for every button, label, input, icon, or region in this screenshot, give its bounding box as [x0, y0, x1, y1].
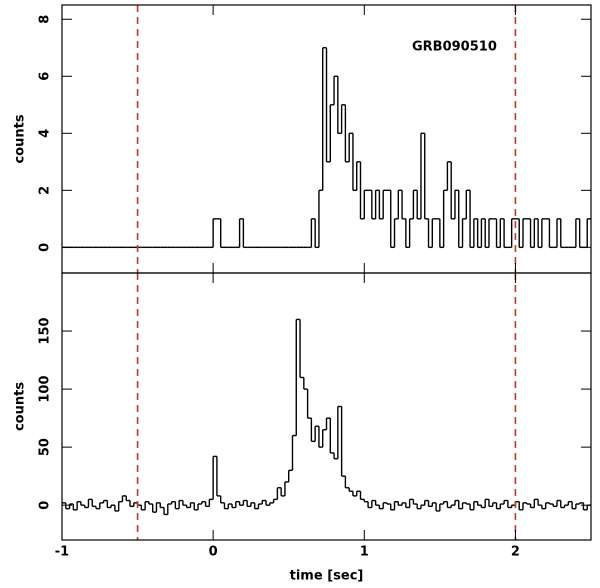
x-tick-label: 1	[360, 545, 369, 560]
x-tick-label: 0	[209, 545, 218, 560]
x-tick-label: 2	[511, 545, 520, 560]
y-tick-label: 50	[38, 438, 53, 456]
y-tick-label: 4	[38, 129, 53, 138]
x-axis-label: time [sec]	[290, 569, 364, 584]
y-tick-label: 100	[38, 376, 53, 403]
y-tick-label: 0	[38, 243, 53, 252]
y-tick-label: 150	[38, 317, 53, 344]
y-tick-label: 6	[38, 72, 53, 81]
annotation: GRB090510	[412, 40, 497, 55]
y-axis-label: counts	[13, 382, 28, 431]
x-tick-label: -1	[55, 545, 69, 560]
y-tick-label: 8	[38, 15, 53, 24]
plot-frame	[61, 272, 592, 541]
y-axis-label: counts	[13, 114, 28, 163]
y-tick-label: 2	[38, 186, 53, 195]
y-tick-label: 0	[38, 501, 53, 510]
